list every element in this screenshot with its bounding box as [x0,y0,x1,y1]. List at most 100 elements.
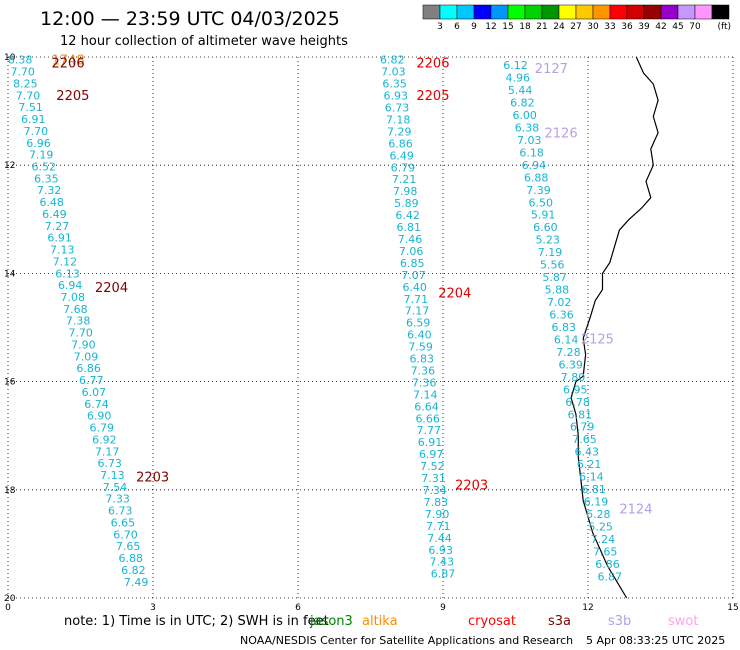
swh-value: 6.07 [82,386,107,399]
swh-value: 7.33 [105,493,130,506]
colorbar-label: 6 [454,22,460,32]
colorbar-swatch [643,4,662,20]
swh-value: 6.95 [563,383,588,396]
swh-value: 7.39 [526,184,551,197]
swh-value: 6.82 [510,97,535,110]
figure-subtitle: 12 hour collection of altimeter wave hei… [60,34,348,49]
swh-value: 5.23 [535,234,560,247]
swh-value: 6.40 [402,281,427,294]
swh-value: 7.70 [16,89,41,102]
colorbar-swatch [711,4,730,20]
x-tick-label: 15 [727,603,738,613]
swh-value: 7.59 [408,341,433,354]
swh-value: 6.90 [87,410,112,423]
map-grid [7,56,734,599]
swh-value: 7.07 [401,269,426,282]
map-axis-ticks: 0 3 6 9 12 15 10 12 14 16 18 20 [4,53,739,613]
swh-value: 6.87 [598,570,623,583]
swh-value: 7.54 [103,481,128,494]
swh-value: 6.88 [524,171,549,184]
swh-value: 7.71 [426,520,451,533]
swh-value: 6.14 [579,471,604,484]
swh-value: 7.03 [381,66,406,79]
swh-value: 6.96 [26,137,51,150]
track-east: 6.124.965.446.826.006.387.036.186.946.88… [503,59,622,583]
swh-value: 6.52 [32,161,57,174]
swh-value: 6.14 [554,333,579,346]
pass-number-label: 2206 [416,56,449,71]
swh-value: 6.21 [577,458,602,471]
swh-value: 6.86 [595,558,620,571]
swh-value: 5.87 [542,271,567,284]
swh-value: 6.40 [407,329,432,342]
colorbar-label: 21 [536,22,547,32]
pass-number-label: 2125 [581,332,614,347]
swh-value: 7.90 [71,339,96,352]
pass-number-label: 2124 [619,503,652,518]
credit-text: NOAA/NESDIS Center for Satellite Applica… [240,634,573,647]
coastline [570,56,659,599]
swh-value: 8.38 [8,54,33,67]
swh-value: 7.68 [63,303,88,316]
swh-value: 7.65 [593,545,618,558]
pass-number-label: 2204 [95,281,128,296]
swh-value: 7.13 [100,469,125,482]
swh-value: 6.00 [512,109,537,122]
swh-value: 7.17 [95,445,120,458]
pass-number-label: 2126 [545,127,578,142]
track-west: 8.387.708.257.707.516.917.706.967.196.52… [8,54,149,589]
colorbar-swatch [660,4,679,20]
timestamp-text: 5 Apr 08:33:25 UTC 2025 [586,634,725,647]
swh-value: 7.90 [425,508,450,521]
pass-number-label: 2206 [52,56,85,71]
swh-value: 7.09 [74,350,99,363]
swh-value: 6.81 [581,483,606,496]
colorbar-label: 18 [519,22,531,32]
swh-value: 7.13 [50,244,75,257]
swh-value: 6.93 [428,544,453,557]
swh-value: 7.19 [538,246,563,259]
pass-number-label: 2203 [136,470,169,485]
swh-value: 6.18 [519,146,544,159]
colorbar-swatch [677,4,696,20]
swh-value: 7.43 [430,556,455,569]
swh-value: 7.08 [61,291,86,304]
swh-value: 7.98 [393,185,418,198]
swh-value: 6.78 [565,396,590,409]
swh-value: 7.27 [45,220,70,233]
swh-value: 6.38 [515,122,540,135]
swh-value: 7.18 [386,114,411,127]
satellite-legend-swot: swot [668,614,698,629]
swh-value: 5.25 [588,521,613,534]
y-tick-label: 14 [4,269,16,279]
pass-number-label: 2205 [56,89,89,104]
swh-value: 7.29 [387,125,412,138]
swh-value: 4.96 [506,72,531,85]
colorbar-swatch [473,4,492,20]
colorbar-label: 70 [689,22,701,32]
swh-value: 7.65 [116,540,141,553]
swh-value: 6.12 [503,59,528,72]
swh-value: 6.60 [533,221,558,234]
swh-value: 6.43 [575,446,600,459]
colorbar-label: 15 [502,22,513,32]
swh-value: 7.03 [517,134,542,147]
swh-value: 6.49 [42,208,67,221]
swh-value: 6.81 [397,221,422,234]
swh-value: 7.70 [10,66,35,79]
swh-value: 6.97 [419,448,444,461]
swh-value: 7.24 [591,533,616,546]
swh-value: 6.13 [55,267,80,280]
track-middle: 6.827.036.356.936.737.187.296.866.496.79… [380,54,455,581]
colorbar-swatch [456,4,475,20]
colorbar-label: 36 [621,22,633,32]
x-tick-label: 9 [440,603,446,613]
swh-value: 7.02 [547,296,572,309]
swh-value: 7.28 [556,346,581,359]
colorbar-swatch [541,4,560,20]
wave-height-colorbar: 3 6 9 12 15 18 21 24 27 30 33 36 39 42 45 70 (ft) [422,4,731,32]
swh-value: 7.38 [66,315,91,328]
y-tick-label: 12 [4,161,15,171]
swh-value: 6.94 [522,159,547,172]
